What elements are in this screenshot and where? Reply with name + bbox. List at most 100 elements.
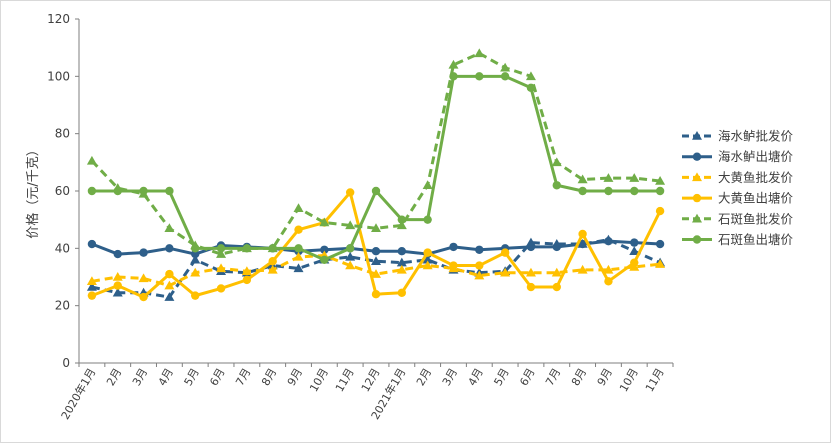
data-point	[371, 269, 381, 278]
x-tick-label: 7月	[543, 366, 563, 388]
x-tick-label: 6月	[517, 366, 537, 388]
data-point	[423, 248, 432, 257]
data-point	[164, 292, 175, 301]
data-point	[294, 244, 303, 253]
x-tick-label: 3月	[130, 366, 150, 388]
data-point	[216, 249, 227, 258]
legend-item: 大黄鱼出塘价	[682, 191, 794, 206]
data-point	[216, 244, 226, 253]
data-point	[113, 281, 122, 290]
x-tick-label: 2月	[414, 366, 434, 388]
legend-marker	[692, 152, 702, 161]
data-point	[165, 186, 174, 196]
data-point	[345, 244, 355, 253]
x-tick-label: 6月	[207, 366, 227, 388]
x-tick-label: 7月	[233, 366, 253, 388]
data-point	[113, 249, 122, 259]
data-point	[371, 223, 381, 233]
series-4	[87, 188, 665, 302]
data-point	[526, 282, 536, 292]
series-line	[91, 74, 661, 262]
legend-label: 石斑鱼出塘价	[718, 232, 794, 247]
legend-label: 海水鲈出塘价	[718, 149, 794, 164]
data-point	[422, 260, 433, 270]
legend-label: 大黄鱼批发价	[718, 170, 794, 185]
data-point	[449, 242, 458, 252]
data-point	[139, 292, 148, 302]
data-point	[475, 261, 484, 270]
data-point	[630, 186, 639, 196]
data-point	[397, 215, 407, 224]
data-point	[242, 244, 252, 253]
data-point	[604, 236, 613, 246]
data-point	[345, 220, 356, 230]
data-point	[396, 264, 407, 274]
legend-label: 海水鲈批发价	[718, 129, 794, 144]
data-point	[655, 206, 665, 216]
data-point	[577, 264, 588, 274]
y-tick-label: 100	[47, 69, 70, 83]
data-point	[87, 186, 97, 196]
data-point	[293, 251, 304, 261]
data-point	[112, 287, 123, 297]
x-tick-label: 10月	[307, 366, 331, 394]
data-point	[87, 291, 97, 300]
data-point	[86, 276, 97, 286]
x-tick-label: 8月	[569, 366, 589, 388]
data-point	[552, 181, 561, 190]
x-tick-label: 4月	[156, 366, 176, 388]
y-tick-label: 40	[55, 241, 70, 255]
data-point	[630, 258, 639, 267]
x-tick-label: 11月	[643, 366, 667, 394]
data-point	[216, 284, 226, 293]
data-point	[293, 263, 304, 273]
data-point	[526, 83, 536, 93]
legend-label: 石斑鱼批发价	[718, 211, 794, 226]
data-point	[87, 239, 97, 249]
x-tick-label: 10月	[617, 366, 641, 394]
data-point	[474, 48, 485, 58]
data-point	[526, 242, 536, 252]
data-point	[604, 186, 613, 196]
y-tick-label: 20	[55, 299, 70, 313]
legend-marker	[692, 172, 702, 182]
y-tick-label: 0	[62, 356, 70, 370]
data-point	[371, 186, 381, 196]
data-point	[423, 215, 432, 224]
data-point	[86, 155, 97, 165]
data-point	[603, 264, 614, 274]
data-point	[165, 269, 174, 279]
data-point	[112, 272, 123, 281]
data-point	[320, 245, 329, 254]
series-line	[90, 51, 661, 256]
data-point	[138, 273, 149, 283]
data-point	[86, 282, 97, 291]
data-point	[474, 270, 485, 280]
legend-item: 海水鲈出塘价	[682, 149, 794, 164]
data-point	[577, 174, 588, 184]
data-point	[655, 259, 666, 268]
data-point	[551, 157, 562, 167]
y-tick-label: 80	[55, 127, 70, 141]
data-point	[578, 229, 587, 239]
legend-marker	[692, 213, 702, 223]
data-point	[293, 203, 304, 212]
data-point	[655, 239, 665, 249]
data-point	[604, 277, 613, 286]
data-point	[371, 256, 381, 265]
data-point	[552, 242, 561, 252]
data-point	[371, 247, 381, 256]
data-point	[475, 245, 484, 254]
data-point	[268, 244, 277, 253]
data-point	[371, 290, 381, 299]
data-point	[525, 71, 536, 81]
y-axis-label: 价格（元/千克）	[25, 143, 41, 238]
data-point	[165, 244, 174, 253]
data-point	[630, 238, 639, 247]
data-point	[242, 275, 252, 285]
data-point	[190, 254, 201, 264]
y-tick-label: 60	[55, 184, 70, 198]
data-point	[319, 217, 330, 227]
